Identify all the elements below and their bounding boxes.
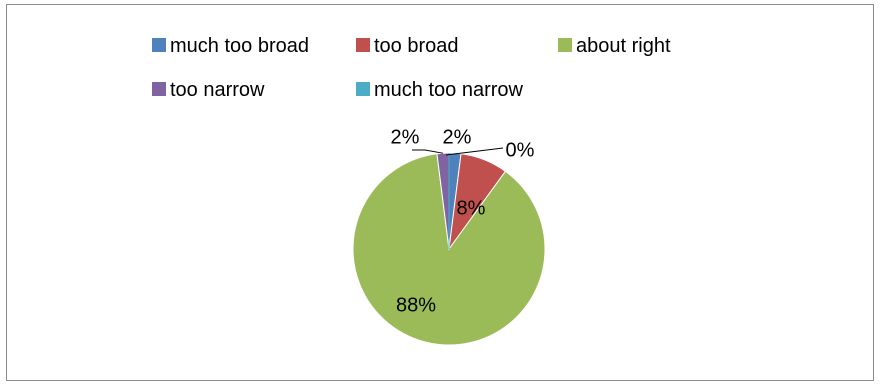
legend-label-about-right: about right bbox=[576, 35, 671, 57]
leader-line-much-too-narrow bbox=[445, 147, 504, 156]
data-label-about-right: 88% bbox=[396, 294, 436, 316]
legend-swatch-much-too-narrow bbox=[356, 82, 370, 96]
data-labels: 2% 8% 88% 2% 0% bbox=[391, 126, 535, 316]
leader-lines bbox=[412, 147, 504, 156]
data-label-much-too-narrow: 0% bbox=[506, 139, 535, 161]
data-label-too-broad: 8% bbox=[457, 197, 486, 219]
pie-slices bbox=[352, 152, 546, 346]
legend-label-too-broad: too broad bbox=[374, 35, 459, 57]
legend: much too broad too broad about right too na… bbox=[152, 35, 671, 101]
legend-label-too-narrow: too narrow bbox=[170, 79, 265, 101]
legend-label-much-too-narrow: much too narrow bbox=[374, 79, 524, 101]
legend-swatch-too-narrow bbox=[152, 82, 166, 96]
slice-about-right bbox=[352, 153, 546, 346]
legend-swatch-too-broad bbox=[356, 38, 370, 52]
legend-label-much-too-broad: much too broad bbox=[170, 35, 309, 57]
data-label-much-too-broad: 2% bbox=[443, 126, 472, 148]
legend-swatch-about-right bbox=[558, 38, 572, 52]
legend-swatch-much-too-broad bbox=[152, 38, 166, 52]
leader-line-too-narrow bbox=[412, 149, 444, 154]
data-label-too-narrow: 2% bbox=[391, 126, 420, 148]
